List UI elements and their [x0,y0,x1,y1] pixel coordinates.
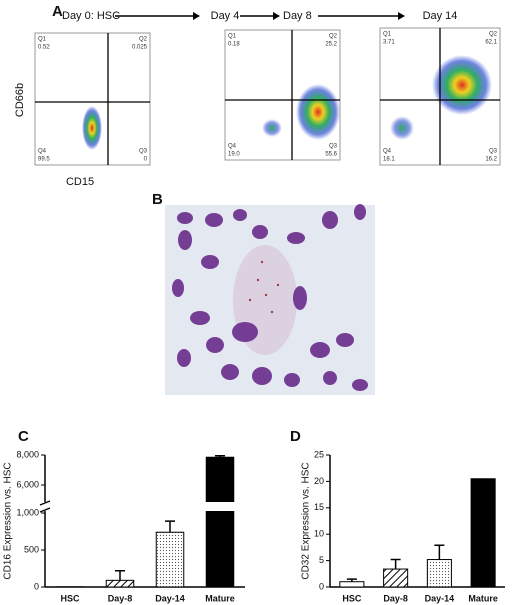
y-tick-label: 0 [34,581,39,591]
quadrant-name: Q3 [489,149,498,155]
x-tick-label: HSC [342,593,362,603]
quadrant-name: Q2 [139,37,148,43]
quadrant-name: Q4 [228,144,237,150]
bar [155,531,185,588]
micrograph [165,204,375,395]
y-tick-label: 15 [314,502,324,512]
quadrant-name: Q1 [383,32,392,38]
quadrant-name: Q2 [329,34,338,40]
y-axis-label: CD32 Expression vs. HSC [301,462,312,579]
bar [339,581,365,588]
quadrant-percent: 25.2 [325,42,337,48]
quadrant-name: Q2 [489,32,498,38]
density-cloud [432,55,492,115]
y-tick-label: 8,000 [16,449,39,459]
quadrant-percent: 62.1 [485,40,497,46]
bar [105,579,135,588]
quadrant-percent: 55.6 [325,152,337,158]
x-tick-label: Day-14 [155,593,185,603]
flow-x-label: CD15 [66,176,94,188]
x-tick-label: Mature [205,593,235,603]
axis-break-mark [39,507,51,513]
bar [426,559,452,588]
quadrant-name: Q4 [38,149,47,155]
bar [383,568,409,588]
y-tick-label: 20 [314,476,324,486]
flow-y-label: CD66b [14,83,26,117]
quadrant-percent: 0.025 [132,45,148,51]
timeline-step: Day 8 [283,10,312,22]
quadrant-percent: 99.5 [38,157,50,163]
x-tick-label: Day-14 [425,593,455,603]
bar [205,456,235,588]
quadrant-name: Q1 [228,34,237,40]
x-tick-label: Mature [468,593,498,603]
quadrant-name: Q4 [383,149,392,155]
arrow-head [398,12,405,20]
arrow-head [273,12,280,20]
density-cloud [82,106,102,150]
x-tick-label: Day-8 [383,593,408,603]
error-bar [346,578,357,582]
quadrant-name: Q1 [38,37,47,43]
error-bar [215,455,225,458]
panel-label: C [18,428,29,445]
quadrant-percent: 16.2 [485,157,497,163]
timeline-step: Day 0: HSC [62,10,120,22]
error-bar [434,544,445,560]
quadrant-percent: 0.18 [228,42,240,48]
quadrant-percent: 0 [144,157,148,163]
x-tick-label: Day-8 [108,593,133,603]
quadrant-percent: 19.0 [228,152,240,158]
y-tick-label: 25 [314,449,324,459]
quadrant-percent: 3.71 [383,40,395,46]
error-bar [115,569,125,581]
bar [470,478,496,588]
panel-label: D [290,428,301,445]
arrow-head [193,12,200,20]
x-tick-label: HSC [60,593,80,603]
quadrant-name: Q3 [139,149,148,155]
panel-label: A [52,3,63,20]
y-tick-label: 0 [319,581,324,591]
y-tick-label: 6,000 [16,479,39,489]
y-tick-label: 1,000 [16,507,39,517]
timeline-step: Day 4 [211,10,240,22]
quadrant-name: Q3 [329,144,338,150]
y-tick-label: 10 [314,529,324,539]
density-cloud [262,119,282,137]
density-cloud [296,84,340,140]
error-bar [390,558,401,570]
panel-label: B [152,191,163,208]
y-tick-label: 500 [24,544,39,554]
quadrant-percent: 0.52 [38,45,50,51]
density-cloud [390,116,414,140]
axis-break-gap [39,502,245,511]
axis-break-mark [39,500,51,506]
y-tick-label: 5 [319,555,324,565]
error-bar [165,520,175,533]
quadrant-percent: 18.1 [383,157,395,163]
timeline-step: Day 14 [423,10,458,22]
y-axis-label: CD16 Expression vs. HSC [3,462,14,579]
